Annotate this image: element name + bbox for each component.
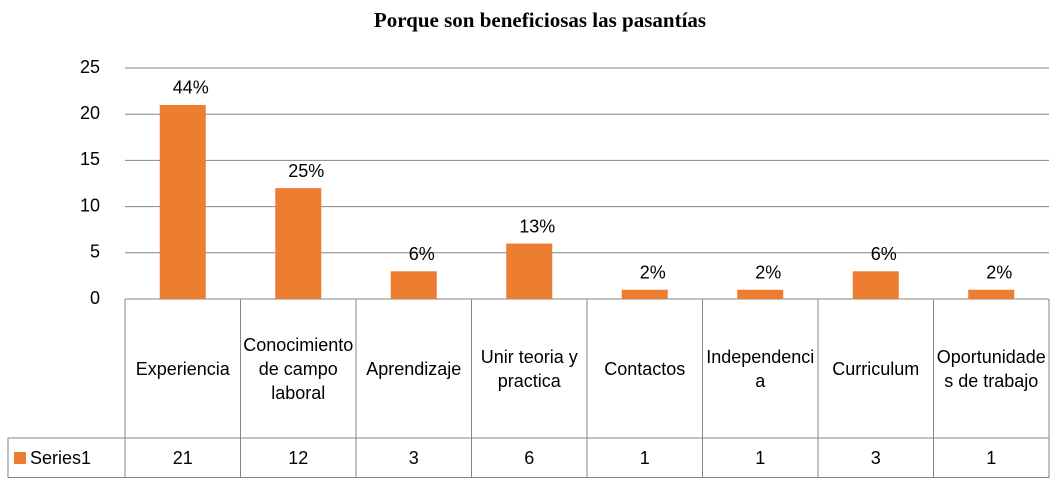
chart-title: Porque son beneficiosas las pasantías: [374, 8, 706, 32]
category-cell: Oportunidades de trabajo: [936, 346, 1046, 391]
y-tick-label: 5: [90, 242, 100, 262]
bar: [390, 271, 437, 299]
category-cell: Unir teoria y practica: [480, 346, 578, 391]
data-label: 6%: [871, 244, 897, 264]
y-tick-label: 25: [80, 57, 100, 77]
bar: [275, 188, 322, 299]
y-tick-label: 20: [80, 103, 100, 123]
legend-swatch: [14, 452, 26, 464]
category-cell: Contactos: [604, 358, 686, 379]
bar: [968, 289, 1015, 299]
y-tick-label: 15: [80, 149, 100, 169]
value-cell: 3: [870, 448, 881, 468]
category-cell: Curriculum: [832, 358, 920, 379]
value-cell: 1: [639, 448, 650, 468]
bar: [737, 289, 784, 299]
data-label: 2%: [640, 263, 666, 283]
bar: [506, 243, 553, 299]
y-tick-label: 10: [80, 195, 100, 215]
data-label: 44%: [173, 78, 209, 98]
category-cell: Aprendizaje: [366, 358, 462, 379]
bar: [852, 271, 899, 299]
value-cell: 1: [755, 448, 766, 468]
bar: [621, 289, 668, 299]
category-cell: Experiencia: [135, 358, 230, 379]
data-label: 6%: [409, 244, 435, 264]
category-cell: Conocimiento de campo laboral: [243, 334, 354, 403]
data-label: 2%: [986, 263, 1012, 283]
data-label: 13%: [519, 216, 555, 236]
value-cell: 1: [986, 448, 997, 468]
data-label: 25%: [288, 161, 324, 181]
category-cell: Independencia: [706, 346, 815, 391]
value-cell: 3: [408, 448, 419, 468]
value-cell: 12: [288, 448, 309, 468]
legend-label: Series1: [30, 448, 91, 468]
data-label: 2%: [755, 263, 781, 283]
bar: [159, 104, 206, 300]
value-cell: 6: [524, 448, 535, 468]
value-cell: 21: [172, 448, 193, 468]
y-tick-label: 0: [90, 288, 100, 308]
